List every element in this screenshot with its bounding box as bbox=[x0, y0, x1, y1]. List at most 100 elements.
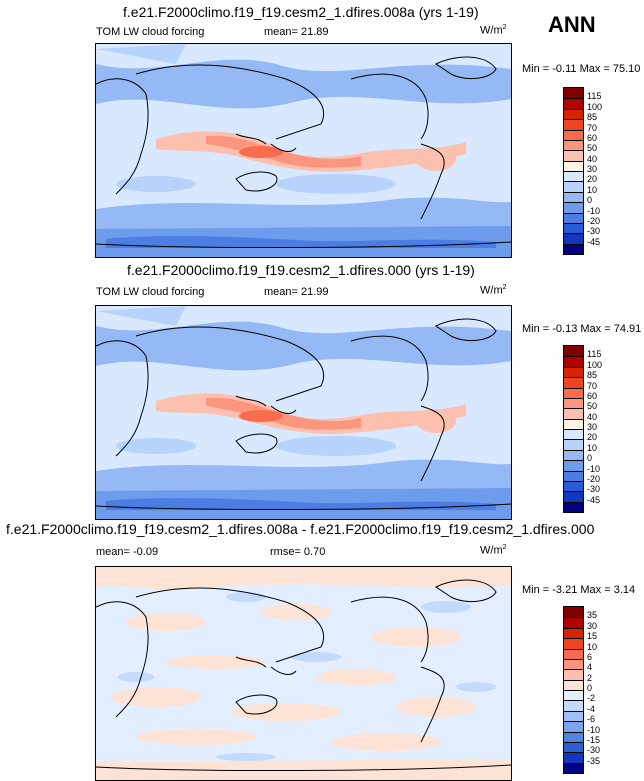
colorbar-tick-label: 30 bbox=[587, 164, 598, 174]
colorbar-tick-label: -15 bbox=[587, 734, 601, 745]
colorbar-tick-label: 15 bbox=[587, 631, 598, 642]
panel3-units: W/m2 bbox=[480, 544, 507, 557]
colorbar-swatch bbox=[564, 648, 583, 659]
colorbar-swatch bbox=[564, 377, 583, 388]
panel2-map bbox=[95, 305, 512, 520]
colorbar-tick-label: 0 bbox=[587, 195, 593, 206]
colorbar-tick-label: 40 bbox=[587, 411, 598, 422]
panel1-minmax: Min = -0.11 Max = 75.10 bbox=[522, 63, 641, 75]
colorbar-swatch bbox=[564, 607, 583, 618]
colorbar-swatch bbox=[564, 88, 583, 99]
panel1-colorbar bbox=[563, 87, 584, 255]
colorbar-swatch bbox=[564, 491, 583, 502]
colorbar-swatch bbox=[564, 150, 583, 161]
colorbar-tick-label: 70 bbox=[587, 380, 598, 391]
colorbar-tick-label: 60 bbox=[587, 132, 598, 143]
colorbar-swatch bbox=[564, 408, 583, 419]
colorbar-tick-label: 30 bbox=[587, 620, 598, 631]
colorbar-swatch bbox=[564, 139, 583, 151]
colorbar-tick-label: -45 bbox=[587, 494, 601, 505]
season-label: ANN bbox=[548, 12, 596, 37]
colorbar-tick-label: 10 bbox=[587, 184, 598, 195]
colorbar-tick-label: 20 bbox=[587, 174, 598, 185]
panel1-units: W/m2 bbox=[480, 24, 507, 37]
colorbar-swatch bbox=[564, 346, 583, 357]
colorbar-tick-label: 115 bbox=[587, 91, 602, 102]
colorbar-swatch bbox=[564, 397, 583, 409]
colorbar-tick-label: 100 bbox=[587, 101, 603, 112]
colorbar-swatch bbox=[564, 627, 583, 639]
colorbar-swatch bbox=[564, 119, 583, 130]
colorbar-tick-label: 35 bbox=[587, 610, 598, 621]
colorbar-tick-label: -30 bbox=[587, 226, 601, 237]
colorbar-tick-label: -30 bbox=[587, 745, 601, 756]
colorbar-tick-label: 0 bbox=[587, 683, 593, 693]
colorbar-swatch bbox=[564, 710, 583, 722]
colorbar-tick-label: -6 bbox=[587, 714, 596, 725]
colorbar-swatch bbox=[564, 366, 583, 378]
colorbar-tick-label: 85 bbox=[587, 370, 598, 381]
colorbar-tick-label: -30 bbox=[587, 484, 601, 495]
colorbar-swatch bbox=[564, 638, 583, 649]
panel3-map bbox=[95, 566, 512, 781]
colorbar-swatch bbox=[564, 741, 583, 753]
colorbar-tick-label: 4 bbox=[587, 662, 593, 673]
colorbar-swatch bbox=[564, 721, 583, 732]
colorbar-tick-label: -4 bbox=[587, 703, 596, 714]
colorbar-tick-label: 40 bbox=[587, 153, 598, 164]
colorbar-swatch bbox=[564, 617, 583, 628]
panel2-mean: mean= 21.99 bbox=[264, 286, 329, 298]
panel1-title: f.e21.F2000climo.f19_f19.cesm2_1.dfires.… bbox=[123, 4, 479, 20]
colorbar-swatch bbox=[564, 98, 583, 109]
panel1-map bbox=[95, 43, 512, 258]
colorbar-tick-label: 0 bbox=[587, 453, 593, 464]
panel1-variable: TOM LW cloud forcing bbox=[96, 26, 205, 38]
panel3-mean: mean= -0.09 bbox=[96, 546, 159, 558]
colorbar-swatch bbox=[564, 171, 583, 182]
colorbar-swatch bbox=[564, 501, 583, 512]
colorbar-swatch bbox=[564, 731, 583, 742]
panel1-mean: mean= 21.89 bbox=[264, 26, 329, 38]
colorbar-swatch bbox=[564, 762, 583, 773]
colorbar-swatch bbox=[564, 356, 583, 367]
colorbar-tick-label: -35 bbox=[587, 755, 601, 766]
colorbar-tick-label: 50 bbox=[587, 401, 598, 412]
colorbar-swatch bbox=[564, 449, 583, 461]
colorbar-swatch bbox=[564, 129, 583, 140]
panel2-title: f.e21.F2000climo.f19_f19.cesm2_1.dfires.… bbox=[127, 262, 475, 278]
colorbar-tick-label: -20 bbox=[587, 473, 601, 484]
panel2-colorbar bbox=[563, 345, 584, 513]
colorbar-swatch bbox=[564, 752, 583, 763]
colorbar-tick-label: 20 bbox=[587, 432, 598, 443]
panel3-title: f.e21.F2000climo.f19_f19.cesm2_1.dfires.… bbox=[6, 521, 595, 537]
colorbar-swatch bbox=[564, 480, 583, 492]
colorbar-tick-label: -2 bbox=[587, 693, 596, 704]
colorbar-swatch bbox=[564, 160, 583, 171]
colorbar-swatch bbox=[564, 233, 583, 244]
colorbar-swatch bbox=[564, 470, 583, 481]
colorbar-swatch bbox=[564, 243, 583, 254]
colorbar-tick-label: 60 bbox=[587, 390, 598, 401]
colorbar-swatch bbox=[564, 418, 583, 429]
colorbar-swatch bbox=[564, 387, 583, 398]
colorbar-tick-label: 50 bbox=[587, 143, 598, 154]
colorbar-swatch bbox=[564, 181, 583, 192]
colorbar-tick-label: -20 bbox=[587, 215, 601, 226]
colorbar-tick-label: 85 bbox=[587, 112, 598, 123]
colorbar-swatch bbox=[564, 222, 583, 234]
colorbar-tick-label: 115 bbox=[587, 349, 602, 360]
colorbar-swatch bbox=[564, 429, 583, 440]
panel2-variable: TOM LW cloud forcing bbox=[96, 286, 205, 298]
colorbar-swatch bbox=[564, 700, 583, 711]
colorbar-swatch bbox=[564, 679, 583, 690]
panel3-minmax: Min = -3.21 Max = 3.14 bbox=[522, 584, 636, 596]
colorbar-swatch bbox=[564, 439, 583, 450]
panel3-colorbar bbox=[563, 606, 584, 774]
colorbar-tick-label: -10 bbox=[587, 463, 601, 474]
panel2-units: W/m2 bbox=[480, 284, 507, 297]
colorbar-swatch bbox=[564, 108, 583, 120]
colorbar-swatch bbox=[564, 658, 583, 670]
colorbar-tick-label: 70 bbox=[587, 122, 598, 133]
colorbar-tick-label: -10 bbox=[587, 205, 601, 216]
colorbar-swatch bbox=[564, 690, 583, 701]
